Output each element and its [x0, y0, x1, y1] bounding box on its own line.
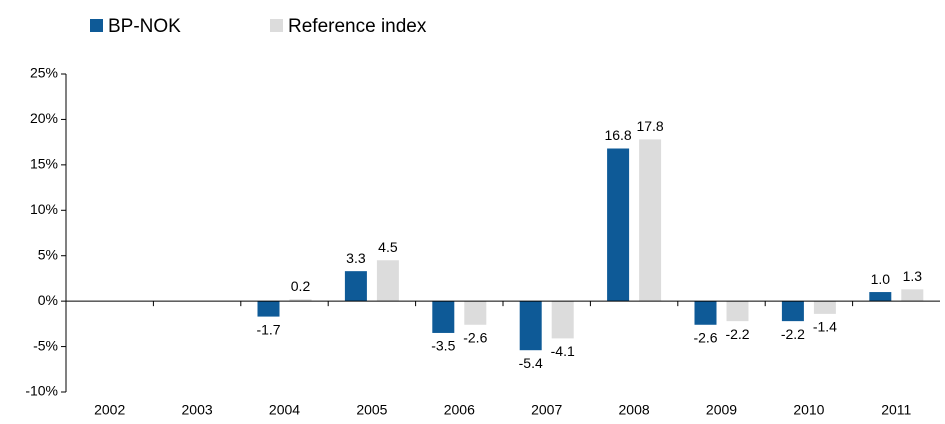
x-tick-label: 2009 [706, 402, 737, 418]
y-tick-label: -5% [33, 337, 58, 353]
data-label: -3.5 [431, 338, 455, 354]
bar [376, 260, 399, 302]
data-label: 4.5 [378, 239, 398, 255]
y-tick-label: 5% [38, 246, 58, 262]
bar [464, 301, 487, 325]
data-label: -2.2 [725, 326, 749, 342]
data-label: 3.3 [346, 250, 366, 266]
y-tick-label: 0% [38, 292, 58, 308]
y-tick-label: 15% [30, 156, 58, 172]
bar [781, 301, 804, 322]
legend-label: Reference index [288, 16, 427, 37]
data-label: -1.4 [813, 319, 837, 335]
data-label: -2.2 [781, 326, 805, 342]
bar [869, 292, 892, 302]
bar [901, 289, 924, 302]
bar [257, 301, 280, 317]
y-tick-label: 25% [30, 65, 58, 81]
bar [551, 301, 574, 339]
data-label: -2.6 [693, 329, 717, 345]
x-tick-label: 2007 [531, 402, 562, 418]
x-tick-label: 2006 [444, 402, 475, 418]
bar [432, 301, 455, 333]
data-label: -1.7 [256, 321, 280, 337]
data-label: -2.6 [463, 329, 487, 345]
data-label: 1.0 [871, 271, 891, 287]
data-label: 1.3 [903, 268, 923, 284]
data-label: -5.4 [519, 355, 543, 371]
legend-swatch [90, 19, 103, 32]
data-label: 16.8 [604, 127, 631, 143]
bar [344, 271, 367, 302]
data-label: -4.1 [551, 343, 575, 359]
data-label: 0.2 [291, 278, 311, 294]
legend-swatch [270, 19, 283, 32]
bar [289, 299, 312, 302]
bar [519, 301, 542, 351]
data-label: 17.8 [636, 118, 663, 134]
bar [694, 301, 717, 325]
legend-label: BP-NOK [108, 16, 181, 37]
x-tick-label: 2005 [356, 402, 387, 418]
bar [607, 148, 630, 302]
y-tick-label: 10% [30, 201, 58, 217]
bar [726, 301, 749, 322]
bar [813, 301, 836, 314]
x-tick-label: 2010 [793, 402, 824, 418]
x-tick-label: 2004 [269, 402, 300, 418]
y-tick-label: -10% [25, 383, 58, 399]
x-tick-label: 2008 [619, 402, 650, 418]
x-tick-label: 2011 [881, 402, 911, 418]
bar [639, 139, 662, 302]
x-tick-label: 2002 [94, 402, 125, 418]
x-tick-label: 2003 [182, 402, 213, 418]
y-tick-label: 20% [30, 110, 58, 126]
